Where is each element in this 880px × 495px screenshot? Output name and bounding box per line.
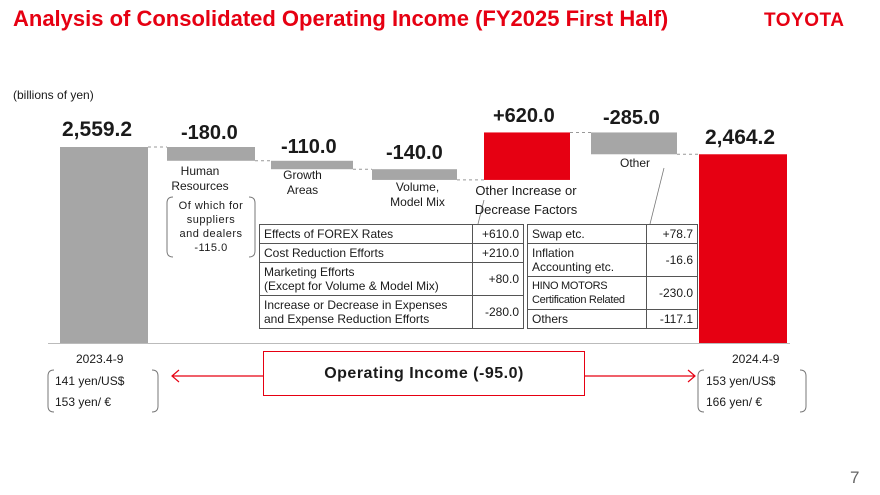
bar-hr <box>167 147 255 161</box>
operating-income-arrows <box>171 369 696 383</box>
bar-label-volume: -140.0 <box>386 142 443 164</box>
row-value: +78.7 <box>646 224 698 244</box>
fx-right-box: 153 yen/US$ 166 yen/ € <box>697 369 807 413</box>
toyota-logo: TOYOTA <box>764 10 845 31</box>
table-row: Swap etc. +78.7 <box>526 224 698 244</box>
period-left: 2023.4-9 <box>76 352 124 366</box>
fx-right-usd: 153 yen/US$ <box>706 374 776 388</box>
fx-left-box: 141 yen/US$ 153 yen/ € <box>47 369 159 413</box>
table-row: Inflation Accounting etc. -16.6 <box>526 243 698 277</box>
desc-volume-model-mix: Volume, Model Mix <box>390 180 445 209</box>
leader-line <box>649 167 665 225</box>
breakdown-table-right: Swap etc. +78.7 Inflation Accounting etc.… <box>526 224 698 329</box>
row-label: Inflation Accounting etc. <box>526 243 648 277</box>
table-row: Increase or Decrease in Expenses and Exp… <box>258 295 524 329</box>
row-value: -280.0 <box>472 295 524 329</box>
desc-growth-areas: Growth Areas <box>283 168 322 197</box>
row-value: -16.6 <box>646 243 698 277</box>
bar-start <box>60 147 148 343</box>
table-row: Cost Reduction Efforts +210.0 <box>258 243 524 263</box>
table-row: Marketing Efforts (Except for Volume & M… <box>258 262 524 296</box>
bar-other <box>591 132 677 155</box>
table-row: Effects of FOREX Rates +610.0 <box>258 224 524 244</box>
breakdown-table-left: Effects of FOREX Rates +610.0 Cost Reduct… <box>258 224 524 329</box>
bar-growth <box>271 160 353 170</box>
hr-note-bracket: Of which for suppliers and dealers -115.… <box>166 195 256 259</box>
row-label: Cost Reduction Efforts <box>258 243 474 263</box>
period-right: 2024.4-9 <box>732 352 780 366</box>
bar-label-other: -285.0 <box>603 107 660 129</box>
fx-left-usd: 141 yen/US$ <box>55 374 125 388</box>
row-label: Increase or Decrease in Expenses and Exp… <box>258 295 474 329</box>
fx-right-eur: 166 yen/ € <box>706 395 763 409</box>
table-row: HINO MOTORS Certification Related -230.0 <box>526 276 698 310</box>
row-value: -117.1 <box>646 309 698 329</box>
bar-other_factors <box>484 132 570 180</box>
bar-end <box>699 154 787 343</box>
leader-line <box>477 199 485 225</box>
row-label: HINO MOTORS Certification Related <box>526 276 648 310</box>
desc-other: Other <box>619 156 650 170</box>
row-value: +80.0 <box>472 262 524 296</box>
bar-label-other-factors: +620.0 <box>493 105 555 127</box>
desc-human-resources: Human Resources <box>171 164 229 193</box>
row-value: -230.0 <box>646 276 698 310</box>
operating-income-box: Operating Income (-95.0) <box>263 351 585 396</box>
bar-label-start: 2,559.2 <box>62 118 133 141</box>
operating-income-label: Operating Income (-95.0) <box>324 364 524 382</box>
table-row: Others -117.1 <box>526 309 698 329</box>
row-value: +610.0 <box>472 224 524 244</box>
page-title: Analysis of Consolidated Operating Incom… <box>13 6 669 31</box>
page-number: 7 <box>850 468 860 487</box>
row-label: Swap etc. <box>526 224 648 244</box>
bar-label-end: 2,464.2 <box>705 126 776 149</box>
row-label: Marketing Efforts (Except for Volume & M… <box>258 262 474 296</box>
bar-label-growth: -110.0 <box>281 136 337 158</box>
row-label: Others <box>526 309 648 329</box>
hr-note-text: Of which for suppliers and dealers -115.… <box>178 200 244 254</box>
row-value: +210.0 <box>472 243 524 263</box>
row-label: Effects of FOREX Rates <box>258 224 474 244</box>
bar-label-hr: -180.0 <box>181 122 238 144</box>
unit-label: (billions of yen) <box>13 88 94 102</box>
desc-other-factors: Other Increase or Decrease Factors <box>474 183 578 217</box>
fx-left-eur: 153 yen/ € <box>55 395 112 409</box>
bar-volume <box>372 169 457 180</box>
